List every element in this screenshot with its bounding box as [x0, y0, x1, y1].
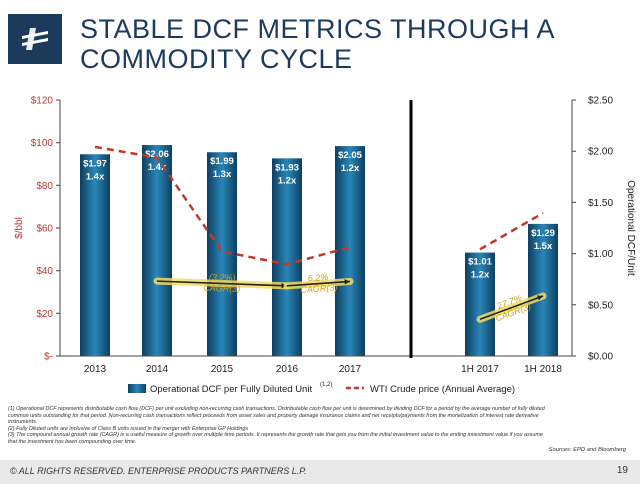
dcf-value-label: $2.05 — [338, 150, 362, 161]
company-logo — [8, 14, 62, 64]
left-tick-label: $60 — [36, 224, 53, 235]
left-tick-label: $80 — [36, 181, 53, 192]
x-tick-label: 2016 — [276, 364, 299, 375]
footer-bar: © ALL RIGHTS RESERVED. ENTERPRISE PRODUC… — [0, 460, 640, 484]
coverage-label: 1.5x — [534, 241, 553, 252]
dcf-bar — [142, 145, 172, 356]
right-tick-label: $1.50 — [588, 198, 613, 209]
footnote-line: (3) The compound annual growth rate (CAG… — [8, 432, 543, 439]
coverage-label: 1.2x — [471, 270, 490, 281]
dcf-value-label: $1.01 — [468, 257, 492, 268]
footnote-line: (1) Operational DCF represents distribut… — [8, 406, 545, 412]
coverage-label: 1.2x — [278, 175, 297, 186]
dcf-value-label: $1.29 — [531, 228, 555, 239]
cagr-trend-line — [286, 280, 351, 287]
right-tick-label: $0.50 — [588, 300, 613, 311]
x-tick-label: 2013 — [84, 364, 107, 375]
cagr-suffix-label: CAGR(3) — [300, 282, 338, 295]
footnote-line: instruments. — [8, 419, 38, 426]
dcf-bar — [335, 146, 365, 356]
cagr-arrowhead — [537, 295, 543, 301]
dcf-bar — [207, 152, 237, 356]
sources-note: Sources: EPD and Bloomberg — [548, 447, 626, 453]
left-tick-label: $- — [44, 352, 53, 363]
right-tick-label: $2.00 — [588, 147, 613, 158]
dcf-value-label: $1.99 — [210, 156, 234, 167]
x-tick-label: 2017 — [339, 364, 362, 375]
x-tick-label: 1H 2018 — [524, 364, 562, 375]
left-tick-label: $40 — [36, 266, 53, 277]
legend-label-dcf-superscript: (1,2) — [320, 382, 332, 388]
left-axis-label: $/bbl — [14, 217, 25, 239]
right-tick-label: $1.00 — [588, 249, 613, 260]
dcf-bar — [272, 158, 302, 356]
footnote-line: that the investment has been compounding… — [8, 438, 137, 445]
dcf-value-label: $1.97 — [83, 158, 107, 169]
x-tick-label: 2014 — [146, 364, 169, 375]
dcf-bar — [80, 154, 110, 356]
cagr-suffix-label: CAGR(3) — [203, 283, 240, 294]
legend-label-dcf: Operational DCF per Fully Diluted Unit — [150, 384, 312, 395]
footnote-line: common units outstanding for that period… — [8, 412, 539, 419]
x-tick-label: 2015 — [211, 364, 234, 375]
x-tick-label: 1H 2017 — [461, 364, 499, 375]
cagr-value-label: (3.2%) — [209, 272, 236, 283]
copyright-text: © ALL RIGHTS RESERVED. ENTERPRISE PRODUC… — [10, 466, 307, 476]
logo-mark-icon — [22, 28, 48, 50]
wti-crude-line — [479, 211, 544, 251]
dcf-bar — [528, 223, 558, 356]
page-title: STABLE DCF METRICS THROUGH A COMMODITY C… — [80, 14, 600, 74]
cagr-trend-line — [156, 280, 288, 287]
cagr-trend-line — [479, 295, 544, 321]
left-tick-label: $120 — [31, 96, 54, 107]
page-number: 19 — [616, 465, 628, 476]
coverage-label: 1.4x — [148, 162, 167, 173]
page-title-line2: COMMODITY CYCLE — [80, 44, 353, 74]
dcf-bar — [465, 252, 495, 356]
coverage-label: 1.2x — [341, 163, 360, 174]
cagr-arrowhead — [344, 279, 350, 285]
legend-label-crude: WTI Crude price (Annual Average) — [370, 384, 515, 395]
footnotes: (1) Operational DCF represents distribut… — [8, 406, 634, 446]
coverage-label: 1.3x — [213, 169, 232, 180]
page-title-line1: STABLE DCF METRICS THROUGH A — [80, 14, 556, 44]
legend-swatch-dcf — [128, 384, 146, 393]
dcf-value-label: $2.06 — [145, 149, 169, 160]
right-tick-label: $0.00 — [588, 352, 613, 363]
wti-crude-line — [94, 145, 351, 266]
coverage-label: 1.4x — [86, 171, 105, 182]
dcf-crude-chart: $- $20 $40 $60 $80 $100 $120 $0.00 $0.50 $1.00 $1.… — [14, 96, 636, 396]
right-axis-label: Operational DCF/Unit — [625, 180, 636, 276]
cagr-value-label: 6.2% — [308, 272, 329, 283]
right-tick-label: $2.50 — [588, 96, 613, 107]
left-tick-label: $20 — [36, 309, 53, 320]
left-tick-label: $100 — [31, 138, 54, 149]
footnote-line: (2) Fully Diluted units are inclusive of… — [8, 425, 249, 432]
dcf-value-label: $1.93 — [275, 162, 299, 173]
